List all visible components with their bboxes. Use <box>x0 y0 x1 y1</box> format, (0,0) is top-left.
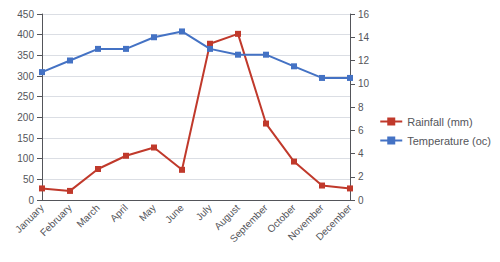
svg-text:300: 300 <box>17 71 34 82</box>
svg-text:November: November <box>285 202 326 243</box>
svg-text:July: July <box>194 202 214 222</box>
svg-text:10: 10 <box>358 78 370 89</box>
svg-text:8: 8 <box>358 102 364 113</box>
svg-text:May: May <box>137 202 158 223</box>
svg-text:200: 200 <box>17 112 34 123</box>
svg-text:0: 0 <box>28 195 34 206</box>
svg-text:150: 150 <box>17 133 34 144</box>
svg-text:June: June <box>163 202 186 225</box>
svg-text:September: September <box>228 202 271 245</box>
svg-text:350: 350 <box>17 50 34 61</box>
svg-text:August: August <box>212 202 242 232</box>
svg-text:Rainfall (mm): Rainfall (mm) <box>407 116 472 128</box>
svg-text:6: 6 <box>358 125 364 136</box>
svg-text:250: 250 <box>17 91 34 102</box>
svg-text:December: December <box>314 202 355 243</box>
svg-text:12: 12 <box>358 55 370 66</box>
svg-text:Temperature (oc): Temperature (oc) <box>407 135 491 147</box>
svg-text:50: 50 <box>23 174 35 185</box>
svg-text:October: October <box>265 202 298 235</box>
svg-text:450: 450 <box>17 9 34 20</box>
svg-text:100: 100 <box>17 153 34 164</box>
svg-text:2: 2 <box>358 171 364 182</box>
svg-text:16: 16 <box>358 9 370 20</box>
svg-text:14: 14 <box>358 32 370 43</box>
svg-text:0: 0 <box>358 195 364 206</box>
svg-text:April: April <box>108 202 130 224</box>
svg-text:January: January <box>13 202 46 235</box>
svg-text:February: February <box>38 202 74 238</box>
svg-text:March: March <box>74 202 101 229</box>
svg-text:4: 4 <box>358 148 364 159</box>
svg-text:400: 400 <box>17 29 34 40</box>
